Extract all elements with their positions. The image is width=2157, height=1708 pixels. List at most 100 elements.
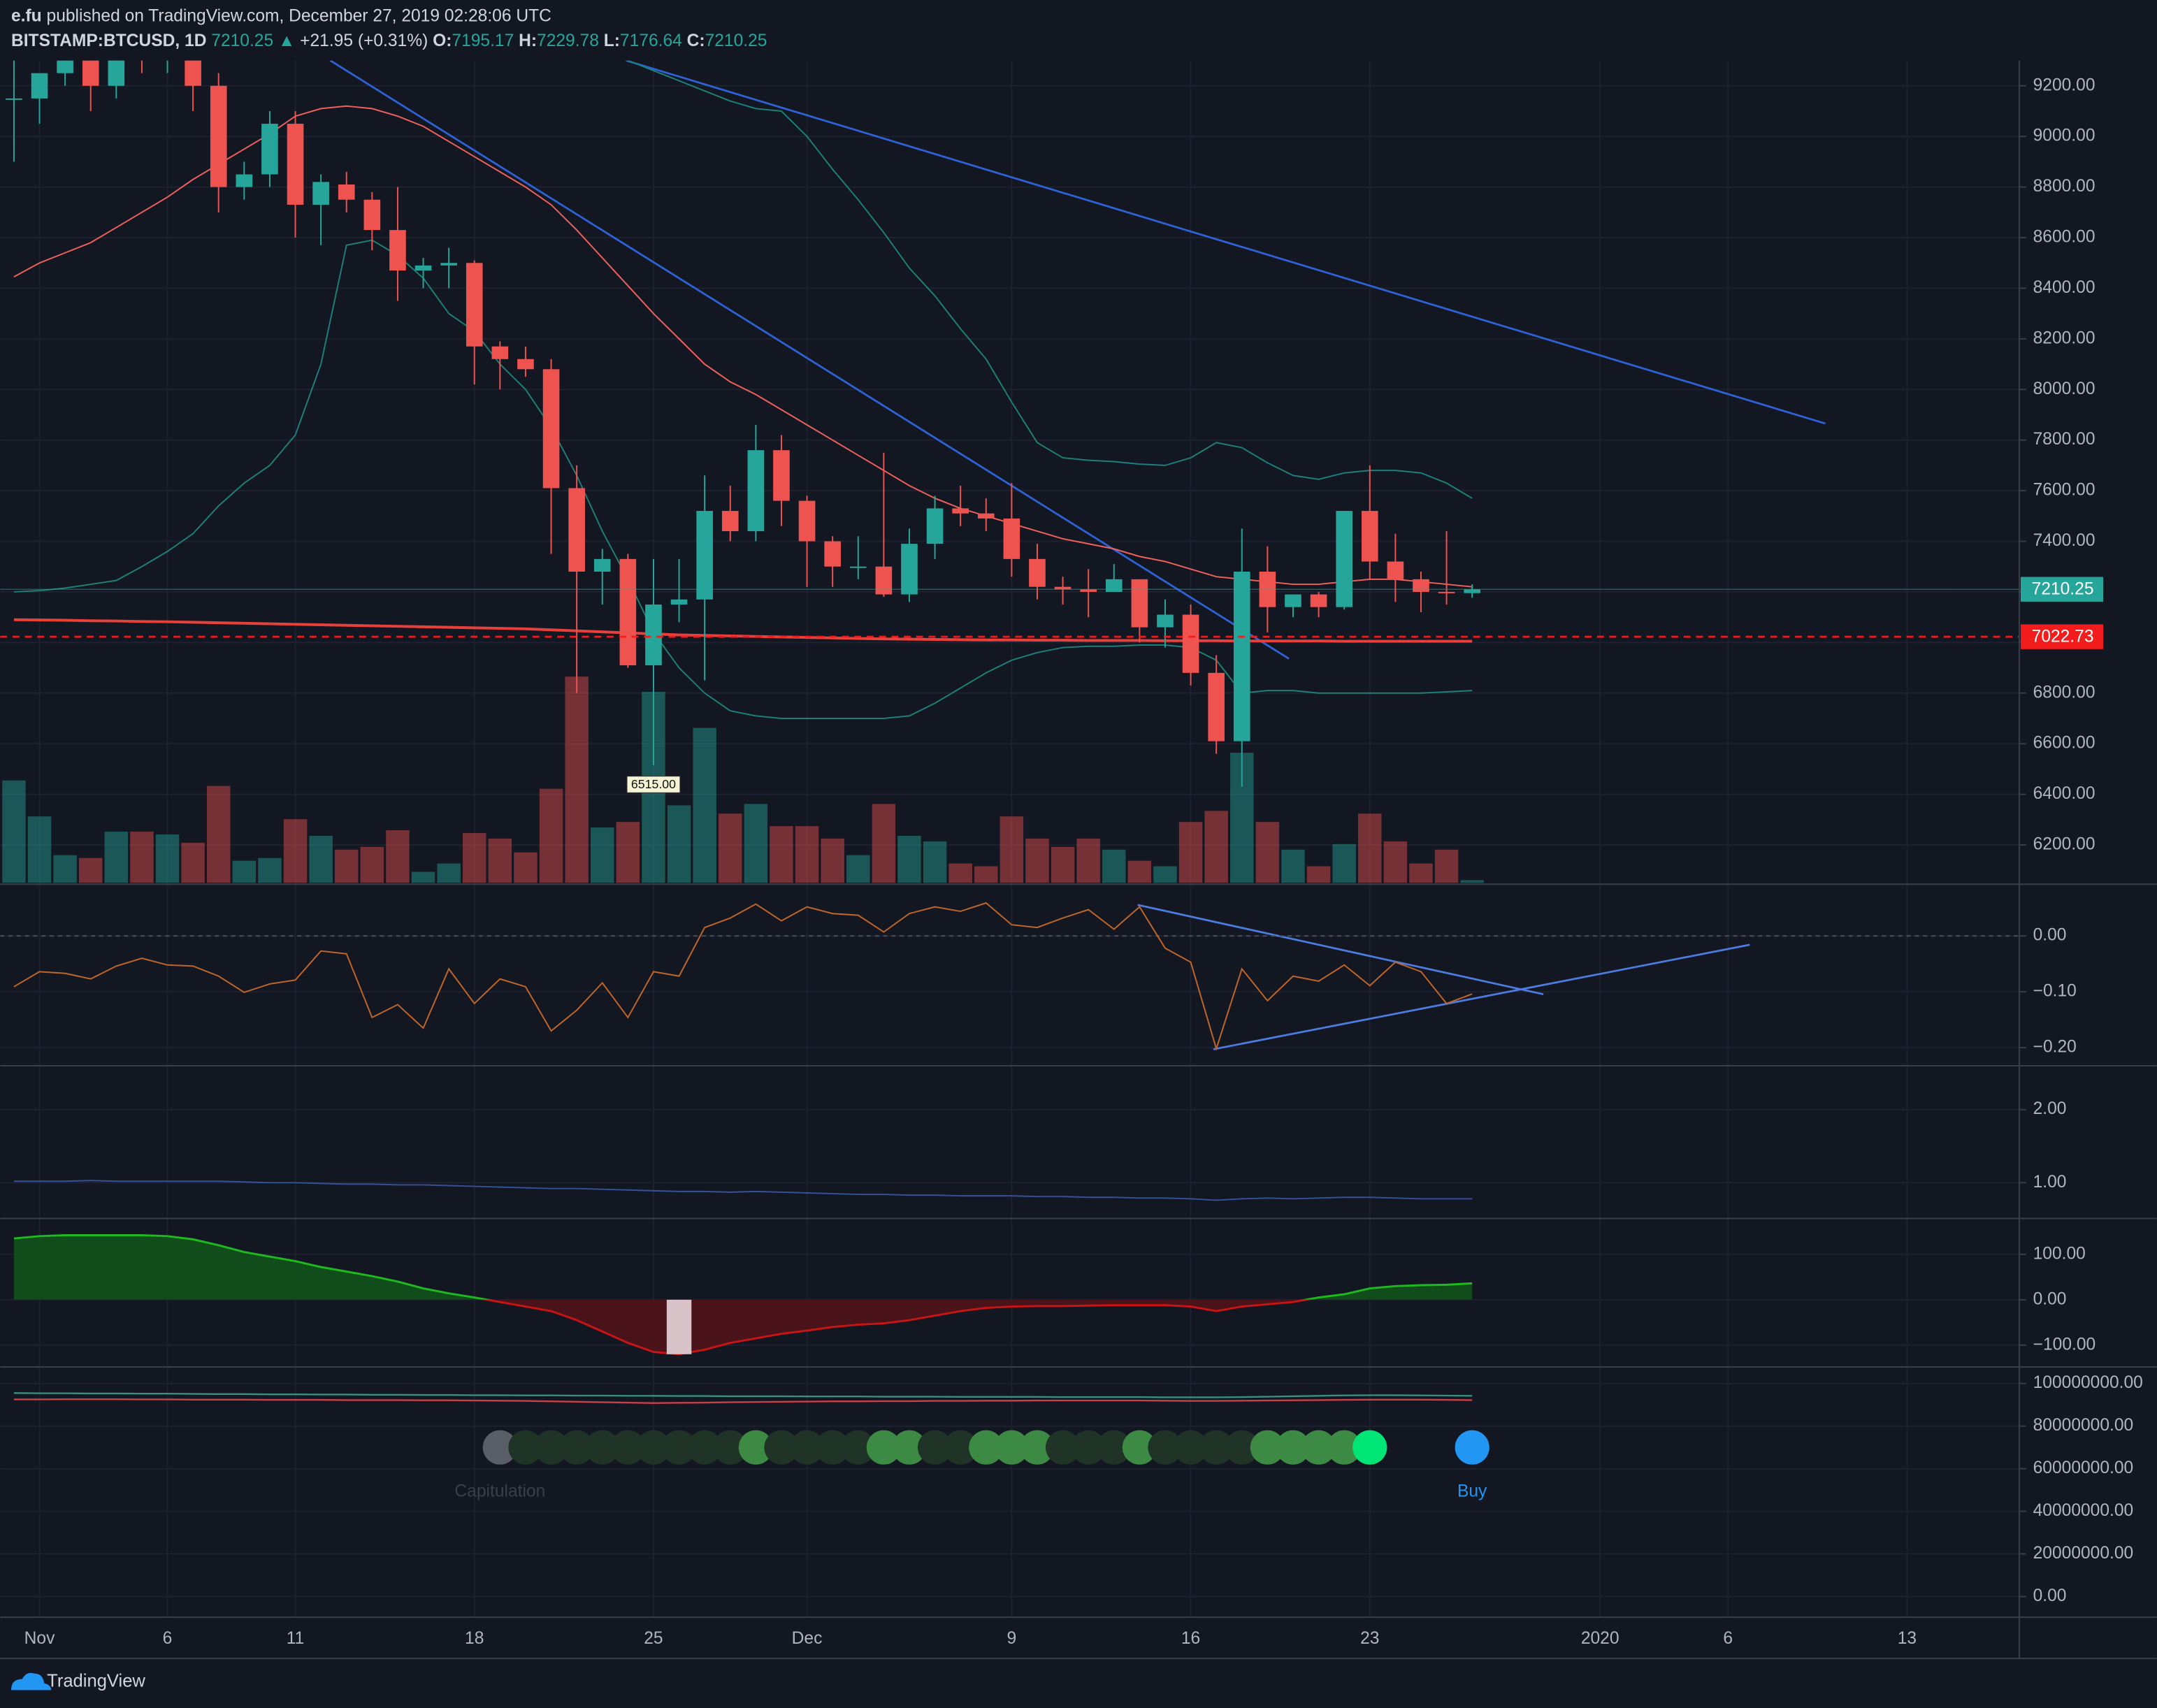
candle-body bbox=[338, 184, 355, 200]
price-tag-label: 7022.73 bbox=[2032, 628, 2094, 646]
volume-bar bbox=[539, 788, 563, 883]
candle-body bbox=[1105, 579, 1123, 592]
volume-bar bbox=[719, 813, 742, 883]
candle-body bbox=[363, 199, 381, 231]
indicator-line bbox=[13, 1392, 1473, 1398]
area-line bbox=[13, 1234, 1473, 1300]
candle-body bbox=[721, 511, 739, 532]
x-tick-label: 13 bbox=[1898, 1629, 1917, 1648]
y-tick-label: 20000000.00 bbox=[2033, 1544, 2134, 1563]
price-tag-label: 7210.25 bbox=[2032, 580, 2094, 599]
candle-body bbox=[875, 566, 893, 595]
volume-bar bbox=[1460, 880, 1484, 883]
y-tick-label: 8000.00 bbox=[2033, 379, 2095, 398]
grid bbox=[0, 60, 2019, 1618]
indicator-line bbox=[627, 60, 1473, 499]
volume-bar bbox=[207, 786, 231, 883]
volume-bar bbox=[770, 826, 793, 883]
candle-body bbox=[849, 566, 867, 568]
x-tick-label: 2020 bbox=[1581, 1629, 1619, 1648]
candle-body bbox=[82, 60, 99, 86]
y-tick-label: 9000.00 bbox=[2033, 126, 2095, 145]
price-tag bbox=[2020, 624, 2104, 649]
signal-dot bbox=[892, 1430, 927, 1465]
x-tick-label: 6 bbox=[1723, 1629, 1733, 1648]
signal-dot bbox=[1352, 1430, 1387, 1465]
volume-bar bbox=[130, 832, 154, 883]
x-tick-label: Nov bbox=[24, 1629, 55, 1648]
candle-body bbox=[645, 605, 662, 665]
volume-bar bbox=[335, 849, 359, 883]
volume-bar bbox=[795, 826, 819, 883]
y-tick-label: 8200.00 bbox=[2033, 328, 2095, 347]
low-label: 6515.00 bbox=[631, 777, 676, 791]
y-tick-label: 0.00 bbox=[2033, 1289, 2067, 1308]
indicator-line bbox=[13, 239, 1473, 719]
signal-dot bbox=[1020, 1430, 1055, 1465]
axes: Nov 6 11 18 25 Dec 9 16 23 2020 6 13 6200.00 6400.00 6… bbox=[24, 75, 2143, 1648]
volume-bar bbox=[27, 816, 52, 883]
x-tick-label: 6 bbox=[163, 1629, 173, 1648]
signal-dot bbox=[559, 1430, 594, 1465]
volume-bar bbox=[1306, 866, 1331, 883]
x-tick-label: 23 bbox=[1360, 1629, 1379, 1648]
signal-dot bbox=[687, 1430, 722, 1465]
y-tick-label: 80000000.00 bbox=[2033, 1416, 2134, 1435]
y-tick-label: −0.10 bbox=[2033, 982, 2077, 1001]
y-tick-label: 100000000.00 bbox=[2033, 1373, 2143, 1392]
indicator-line bbox=[13, 1398, 1473, 1404]
volume-bar bbox=[744, 804, 768, 883]
signal-dot bbox=[841, 1430, 876, 1465]
volume-bar bbox=[872, 804, 896, 883]
candle-body bbox=[1361, 511, 1378, 562]
open: 7195.17 bbox=[452, 31, 514, 50]
signal-dot bbox=[1199, 1430, 1234, 1465]
signal-dot bbox=[508, 1430, 543, 1465]
volume-bar bbox=[1178, 822, 1203, 883]
signal-dot bbox=[1250, 1430, 1285, 1465]
signal-dot bbox=[1097, 1430, 1132, 1465]
signal-dot bbox=[1122, 1430, 1157, 1465]
y-tick-label: 8800.00 bbox=[2033, 177, 2095, 196]
volume-bar bbox=[923, 841, 947, 883]
candle-body bbox=[670, 599, 688, 605]
candle-body bbox=[389, 230, 406, 271]
high: 7229.78 bbox=[537, 31, 599, 50]
candle-body bbox=[236, 174, 253, 187]
y-tick-label: 0.00 bbox=[2033, 926, 2067, 945]
trend-line bbox=[1213, 943, 1750, 1050]
trend-line bbox=[329, 60, 1290, 660]
area-pane bbox=[13, 1234, 1473, 1356]
last-price: 7210.25 bbox=[211, 31, 273, 50]
volume-bar bbox=[1153, 866, 1177, 883]
symbol-line: BITSTAMP:BTCUSD, 1D 7210.25 ▲ +21.95 (+0… bbox=[11, 31, 767, 50]
y-tick-label: 6400.00 bbox=[2033, 784, 2095, 803]
volume-bar bbox=[463, 833, 486, 883]
signal-dot bbox=[1148, 1430, 1183, 1465]
header-line: e.fu published on TradingView.com, Decem… bbox=[11, 6, 551, 25]
candle-body bbox=[1131, 579, 1148, 628]
signal-dot bbox=[1276, 1430, 1311, 1465]
annotation: Buy bbox=[1457, 1482, 1487, 1501]
area-line bbox=[480, 1299, 1313, 1356]
x-tick-label: 16 bbox=[1181, 1629, 1200, 1648]
candle-body bbox=[1003, 518, 1020, 559]
candle-body bbox=[619, 558, 637, 665]
signal-dot bbox=[713, 1430, 748, 1465]
volume-bar bbox=[1000, 816, 1024, 883]
candle-body bbox=[185, 60, 201, 86]
candle-body bbox=[159, 60, 176, 61]
volume-bar bbox=[283, 819, 308, 883]
candle-body bbox=[1285, 594, 1301, 607]
published: published on TradingView.com, December 2… bbox=[47, 6, 551, 25]
price-tag bbox=[2020, 577, 2104, 602]
candle-body bbox=[926, 508, 944, 544]
signal-pane: Capitulation Buy bbox=[13, 1392, 1489, 1501]
y-tick-label: 6800.00 bbox=[2033, 683, 2095, 702]
y-tick-label: 100.00 bbox=[2033, 1244, 2086, 1263]
volume-bar bbox=[309, 835, 333, 883]
annotation: Capitulation bbox=[454, 1482, 545, 1501]
volume-bar bbox=[591, 827, 614, 883]
candle-body bbox=[31, 73, 48, 99]
candle-body bbox=[1182, 614, 1199, 673]
